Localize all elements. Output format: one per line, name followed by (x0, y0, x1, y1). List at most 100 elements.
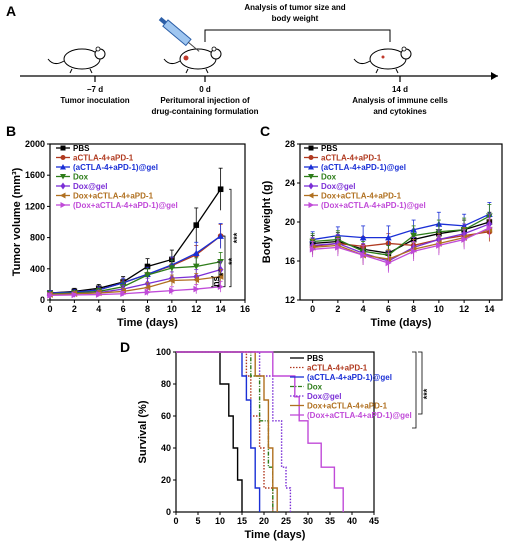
event-label: Tumor inoculation (60, 96, 129, 105)
y-tick-label: 24 (285, 178, 295, 188)
event-label: Analysis of immune cells (352, 96, 448, 105)
x-tick-label: 2 (335, 304, 340, 314)
marker-triangle (192, 249, 200, 256)
marker-triangle-down (168, 265, 176, 272)
legend-label: (aCTLA-4+aPD-1)@gel (73, 163, 158, 172)
marker-diamond (60, 182, 66, 190)
legend-label: PBS (321, 144, 338, 153)
marker-square (193, 222, 200, 228)
significance-label: * (218, 272, 228, 276)
marker-triangle-left (217, 273, 224, 280)
marker-triangle-left (192, 276, 200, 284)
plot-frame (175, 351, 375, 513)
marker-triangle-right (71, 291, 78, 299)
event-label: and cytokines (373, 107, 427, 116)
series--dox-actla-4-apd-1-gel (309, 217, 493, 273)
legend-label: aCTLA-4+aPD-1 (73, 154, 134, 163)
marker-triangle (60, 164, 66, 170)
event-day: 0 d (199, 85, 211, 94)
marker-square (217, 186, 224, 193)
panel-a-letter: A (6, 3, 16, 19)
x-tick-label: 2 (72, 304, 77, 314)
y-tick-label: 20 (161, 475, 171, 485)
x-tick-label: 0 (173, 516, 178, 526)
y-tick-label: 400 (30, 264, 45, 274)
y-axis-title: Body weight (g) (261, 180, 273, 263)
analysis-bracket (204, 29, 391, 42)
y-tick-label: 28 (285, 139, 295, 149)
survival-curve (176, 351, 274, 512)
x-tick-label: 15 (237, 516, 247, 526)
x-tick-label: 12 (459, 304, 469, 314)
series-line (312, 215, 490, 256)
x-tick-label: 45 (369, 516, 379, 526)
bracket-label-line1: Analysis of tumor size and (244, 3, 345, 12)
y-tick-label: 100 (156, 347, 171, 357)
y-axis-title: Tumor volume (mm³) (11, 167, 23, 276)
marker-triangle (385, 234, 392, 241)
significance-annotations: *** (412, 351, 432, 429)
legend-label: Dox+aCTLA-4+aPD-1 (307, 402, 388, 411)
legend-label: PBS (307, 354, 324, 363)
marker-square (308, 145, 314, 151)
significance-label: ns (211, 276, 221, 287)
marker-diamond (308, 182, 314, 190)
marker-triangle-right (47, 292, 54, 299)
marker-triangle-right (410, 247, 417, 255)
x-tick-label: 14 (484, 304, 494, 314)
series-line (49, 261, 221, 295)
x-tick-label: 25 (281, 516, 291, 526)
event-label: Peritumoral injection of (160, 96, 250, 105)
marker-triangle-left (168, 277, 175, 284)
x-tick-label: 8 (145, 304, 150, 314)
significance-annotations: ******ns (211, 188, 242, 288)
x-tick-label: 40 (347, 516, 357, 526)
marker-triangle-down (410, 232, 417, 239)
survival-curve (176, 351, 278, 512)
significance-bracket (223, 235, 226, 288)
event-day: −7 d (87, 85, 103, 94)
marker-square (144, 263, 151, 270)
legend-label: PBS (73, 144, 90, 153)
x-tick-label: 10 (434, 304, 444, 314)
survival-curve (176, 351, 292, 512)
x-tick-label: 0 (310, 304, 315, 314)
tumor-icon (183, 55, 189, 61)
marker-triangle-down (60, 174, 66, 180)
survival-curve (176, 351, 261, 512)
timeline-arrowhead (491, 72, 498, 80)
x-tick-label: 20 (259, 516, 269, 526)
x-tick-label: 4 (96, 304, 101, 314)
significance-bracket (211, 276, 214, 288)
y-tick-label: 1200 (25, 201, 45, 211)
marker-triangle-right (120, 290, 127, 298)
marker-triangle-right (60, 202, 66, 208)
marker-triangle-right (486, 224, 493, 232)
marker-circle (60, 155, 66, 160)
survival-chart: 0 5 10 15 20 25 30 35 40 45 0 20 40 60 80 100 Time (days… (137, 347, 432, 541)
legend-label: aCTLA-4+aPD-1 (321, 154, 382, 163)
x-tick-label: 10 (215, 516, 225, 526)
x-tick-label: 35 (325, 516, 335, 526)
x-tick-label: 8 (411, 304, 416, 314)
x-tick-label: 12 (191, 304, 201, 314)
significance-label: ** (227, 257, 237, 265)
marker-triangle-left (60, 192, 66, 199)
marker-triangle-left (308, 192, 314, 199)
marker-triangle-right (144, 288, 151, 296)
series--dox-actla-4-apd-1-gel (47, 280, 224, 299)
legend-label: (Dox+aCTLA-4+aPD-1)@gel (73, 201, 178, 210)
syringe-icon (158, 17, 200, 52)
x-tick-label: 6 (386, 304, 391, 314)
legend-label: Dox@gel (73, 182, 107, 191)
marker-triangle (359, 234, 367, 241)
y-tick-label: 16 (285, 256, 295, 266)
x-tick-label: 5 (195, 516, 200, 526)
y-tick-label: 60 (161, 411, 171, 421)
y-tick-label: 80 (161, 379, 171, 389)
legend-label: (aCTLA-4+aPD-1)@gel (307, 373, 392, 382)
x-tick-label: 16 (240, 304, 250, 314)
legend-label: Dox@gel (307, 392, 341, 401)
series-line (312, 229, 490, 260)
legend-label: (Dox+aCTLA-4+aPD-1)@gel (321, 201, 426, 210)
